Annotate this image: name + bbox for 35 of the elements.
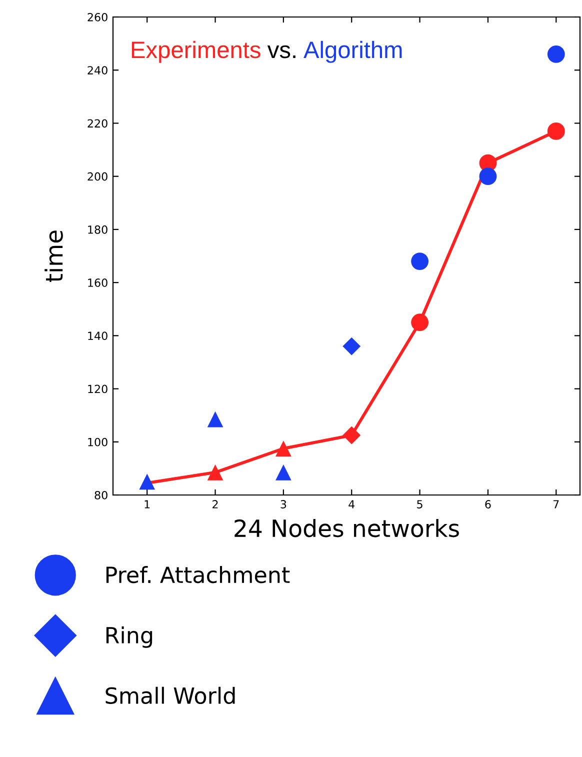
y-tick-label: 220 — [88, 119, 108, 128]
y-tick-label: 260 — [88, 12, 108, 22]
x-axis-title: 24 Nodes networks — [234, 518, 459, 538]
y-tick-label: 100 — [88, 438, 108, 446]
point — [411, 314, 428, 332]
y-axis-title: time — [44, 230, 63, 282]
y-tick-label: 160 — [88, 278, 108, 287]
point — [207, 411, 224, 428]
point — [139, 474, 156, 490]
x-tick-label: 2 — [212, 500, 218, 508]
legend-label: Pref. Attachment — [106, 566, 290, 584]
point — [547, 122, 565, 140]
point — [207, 464, 224, 480]
y-tick-label: 180 — [88, 225, 108, 234]
point — [411, 252, 428, 270]
y-tick-label: 200 — [88, 172, 108, 181]
x-tick-label: 4 — [348, 500, 355, 508]
y-tick-label: 140 — [88, 332, 108, 340]
x-tick-label: 5 — [417, 500, 422, 508]
point — [342, 337, 361, 356]
point — [342, 426, 361, 444]
legend-label: Ring — [106, 626, 152, 648]
x-tick-label: 6 — [485, 500, 491, 508]
text: Experiments vs. Algorithm — [132, 40, 402, 63]
x-tick-label: 7 — [554, 500, 559, 508]
x-tick-label: 1 — [144, 500, 150, 508]
y-tick-label: 240 — [88, 66, 108, 74]
point — [547, 45, 565, 63]
x-tick-label: 3 — [280, 500, 286, 508]
y-tick-label: 80 — [94, 490, 108, 500]
legend-label: Small World — [106, 686, 235, 704]
point — [479, 168, 497, 186]
point — [276, 464, 292, 480]
point — [276, 440, 292, 456]
y-tick-label: 120 — [88, 384, 108, 394]
